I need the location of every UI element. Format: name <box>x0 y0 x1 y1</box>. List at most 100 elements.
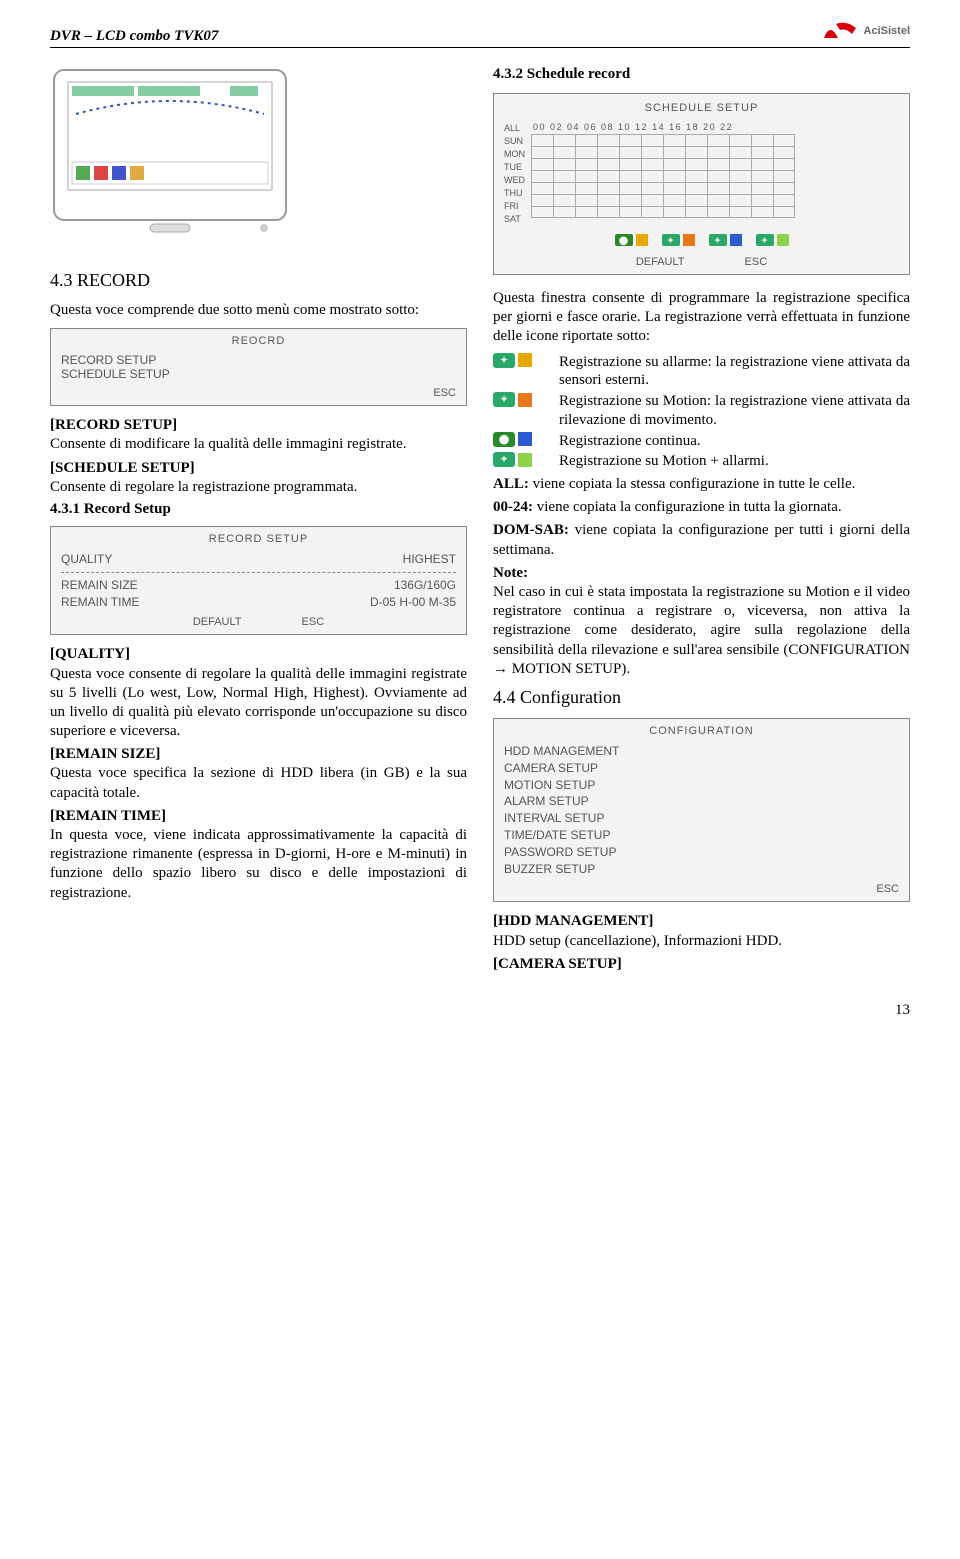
logo-mark <box>822 20 858 42</box>
day-label: SUN <box>504 135 525 148</box>
motion-desc: Registrazione su Motion: la registrazion… <box>559 392 910 430</box>
color-square <box>518 393 532 407</box>
remain-time-label: REMAIN TIME <box>61 594 139 611</box>
content-columns: 4.3 RECORD Questa voce comprende due sot… <box>50 66 910 978</box>
config-item: TIME/DATE SETUP <box>504 827 899 844</box>
both-icon: ✦ <box>756 234 774 246</box>
0024-text: viene copiata la configurazione in tutta… <box>533 499 842 515</box>
default-label: DEFAULT <box>636 256 685 268</box>
day-label: SAT <box>504 213 525 226</box>
record-box-footer: ESC <box>61 387 456 399</box>
esc-label: ESC <box>745 256 768 268</box>
config-item: CAMERA SETUP <box>504 760 899 777</box>
hdd-text: HDD setup (cancellazione), Informazioni … <box>493 933 782 949</box>
esc-label: ESC <box>302 616 325 628</box>
all-label: ALL: <box>493 476 529 492</box>
legend-square <box>777 234 789 246</box>
remain-size-block: [REMAIN SIZE] Questa voce specifica la s… <box>50 745 467 803</box>
schedule-legend: ⬤ ✦ ✦ ✦ <box>504 234 899 246</box>
all-block: ALL: viene copiata la stessa configurazi… <box>493 475 910 494</box>
brand-logo: AciSistel <box>822 20 910 42</box>
configuration-box: CONFIGURATION HDD MANAGEMENT CAMERA SETU… <box>493 718 910 902</box>
right-column: 4.3.2 Schedule record SCHEDULE SETUP ALL… <box>493 66 910 978</box>
remain-size-heading: [REMAIN SIZE] <box>50 746 160 762</box>
alarm-desc: Registrazione su allarme: la registrazio… <box>559 353 910 391</box>
legend-square <box>636 234 648 246</box>
legend-square <box>730 234 742 246</box>
record-setup-block: [RECORD SETUP] Consente di modificare la… <box>50 416 467 454</box>
alarm-badge-icon: ✦ <box>493 353 515 368</box>
record-menu-box: REOCRD RECORD SETUP SCHEDULE SETUP ESC <box>50 328 467 406</box>
schedule-setup-box: SCHEDULE SETUP ALL SUN MON TUE WED THU F… <box>493 93 910 275</box>
config-item: BUZZER SETUP <box>504 861 899 878</box>
quality-value: HIGHEST <box>403 551 456 568</box>
brand-name: AciSistel <box>864 25 910 37</box>
day-label: FRI <box>504 200 525 213</box>
record-box-item: RECORD SETUP <box>61 353 456 367</box>
schedule-setup-label: [SCHEDULE SETUP] <box>50 460 195 476</box>
config-item: MOTION SETUP <box>504 777 899 794</box>
note-text: Nel caso in cui è stata impostata la reg… <box>493 584 910 677</box>
remain-size-value: 136G/160G <box>394 577 456 594</box>
rec-icon: ⬤ <box>615 234 633 246</box>
quality-desc: Questa voce consente di regolare la qual… <box>50 666 467 740</box>
remain-time-heading: [REMAIN TIME] <box>50 808 166 824</box>
schedule-hours: 00 02 04 06 08 10 12 14 16 18 20 22 <box>531 122 899 132</box>
page-header: DVR – LCD combo TVK07 AciSistel <box>50 28 910 48</box>
schedule-day-labels: ALL SUN MON TUE WED THU FRI SAT <box>504 122 525 226</box>
0024-label: 00-24: <box>493 499 533 515</box>
product-title: DVR – LCD combo TVK07 <box>50 28 218 45</box>
color-square <box>518 453 532 467</box>
section-4-3-1-title: 4.3.1 Record Setup <box>50 501 467 518</box>
day-label: TUE <box>504 161 525 174</box>
config-item: INTERVAL SETUP <box>504 810 899 827</box>
remain-time-block: [REMAIN TIME] In questa voce, viene indi… <box>50 807 467 903</box>
motion-icon: ✦ <box>709 234 727 246</box>
record-setup-text: Consente di modificare la qualità delle … <box>50 436 407 452</box>
record-box-title: REOCRD <box>61 335 456 347</box>
continuous-badge-icon: ⬤ <box>493 432 515 447</box>
day-label: MON <box>504 148 525 161</box>
config-item: HDD MANAGEMENT <box>504 743 899 760</box>
record-setup-box-title: RECORD SETUP <box>61 533 456 545</box>
all-text: viene copiata la stessa configurazione i… <box>529 476 856 492</box>
both-badge-icon: ✦ <box>493 452 515 467</box>
configuration-box-title: CONFIGURATION <box>504 725 899 737</box>
quality-block: [QUALITY] Questa voce consente di regola… <box>50 645 467 741</box>
color-square <box>518 432 532 446</box>
intro-text: Questa voce comprende due sotto menù com… <box>50 301 467 320</box>
domsab-label: DOM-SAB: <box>493 522 569 538</box>
day-label: ALL <box>504 122 525 135</box>
esc-label: ESC <box>876 883 899 895</box>
camera-setup-block: [CAMERA SETUP] <box>493 955 910 974</box>
continuous-desc: Registrazione continua. <box>559 432 910 451</box>
left-column: 4.3 RECORD Questa voce comprende due sot… <box>50 66 467 978</box>
default-label: DEFAULT <box>193 616 242 628</box>
day-label: THU <box>504 187 525 200</box>
icon-legend-table: ✦ Registrazione su allarme: la registraz… <box>493 353 910 472</box>
record-setup-box: RECORD SETUP QUALITY HIGHEST REMAIN SIZE… <box>50 526 467 635</box>
0024-block: 00-24: viene copiata la configurazione i… <box>493 498 910 517</box>
page-number: 13 <box>50 1002 910 1019</box>
hdd-label: [HDD MANAGEMENT] <box>493 913 653 929</box>
camera-setup-label: [CAMERA SETUP] <box>493 956 622 972</box>
day-label: WED <box>504 174 525 187</box>
quality-label: QUALITY <box>61 551 112 568</box>
config-item: ALARM SETUP <box>504 793 899 810</box>
motion-badge-icon: ✦ <box>493 392 515 407</box>
both-desc: Registrazione su Motion + allarmi. <box>559 452 910 471</box>
hdd-block: [HDD MANAGEMENT] HDD setup (cancellazion… <box>493 912 910 950</box>
configuration-list: HDD MANAGEMENT CAMERA SETUP MOTION SETUP… <box>504 743 899 877</box>
remain-time-desc: In questa voce, viene indicata approssim… <box>50 827 467 901</box>
schedule-grid <box>531 134 899 218</box>
schedule-setup-block: [SCHEDULE SETUP] Consente di regolare la… <box>50 459 467 497</box>
note-block: Note: Nel caso in cui è stata impostata … <box>493 564 910 679</box>
section-4-3-2-title: 4.3.2 Schedule record <box>493 66 910 83</box>
schedule-box-title: SCHEDULE SETUP <box>504 102 899 114</box>
schedule-intro: Questa finestra consente di programmare … <box>493 289 910 347</box>
schedule-setup-text: Consente di regolare la registrazione pr… <box>50 479 357 495</box>
record-setup-label: [RECORD SETUP] <box>50 417 177 433</box>
section-4-4-title: 4.4 Configuration <box>493 687 910 708</box>
record-box-item: SCHEDULE SETUP <box>61 367 456 381</box>
note-label: Note: <box>493 565 528 581</box>
